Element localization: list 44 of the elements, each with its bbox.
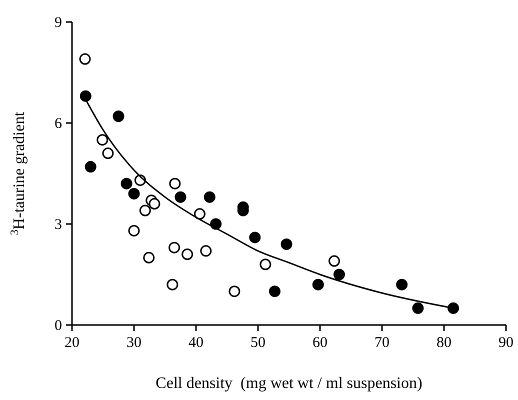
point: [204, 191, 216, 203]
y-tick-label: 9: [54, 15, 62, 31]
point: [412, 302, 424, 314]
point: [194, 208, 206, 220]
x-tick-label: 80: [436, 335, 452, 351]
y-tick-label: 6: [54, 116, 62, 132]
point: [128, 188, 140, 200]
point: [200, 245, 212, 257]
point: [80, 90, 92, 102]
x-tick-label: 20: [64, 335, 80, 351]
point: [112, 110, 124, 122]
point: [168, 242, 180, 254]
x-tick-label: 40: [188, 335, 204, 351]
point: [128, 224, 140, 236]
x-tick-label: 70: [374, 335, 390, 351]
point: [448, 302, 460, 314]
point: [96, 134, 108, 146]
point: [396, 278, 408, 290]
point: [143, 252, 155, 264]
x-tick-label: 50: [250, 335, 266, 351]
point: [249, 232, 261, 244]
point: [260, 258, 272, 270]
point: [169, 178, 181, 190]
point: [174, 191, 186, 203]
point: [166, 278, 178, 290]
point: [120, 178, 132, 190]
x-axis-title: Cell density (mg wet wt / ml suspension): [156, 375, 422, 392]
point: [182, 248, 194, 260]
point: [148, 198, 160, 210]
point: [268, 286, 280, 298]
point: [79, 53, 91, 65]
y-tick-label: 3: [54, 217, 62, 233]
y-tick-label: 0: [54, 318, 62, 334]
x-tick-label: 60: [312, 335, 328, 351]
point: [139, 204, 151, 216]
point: [328, 255, 340, 267]
point: [333, 268, 345, 280]
point: [228, 286, 240, 298]
x-tick-label: 30: [126, 335, 142, 351]
point: [84, 161, 96, 173]
x-tick-label: 90: [498, 335, 514, 351]
point: [280, 238, 292, 250]
point: [102, 148, 114, 160]
point: [312, 278, 324, 290]
